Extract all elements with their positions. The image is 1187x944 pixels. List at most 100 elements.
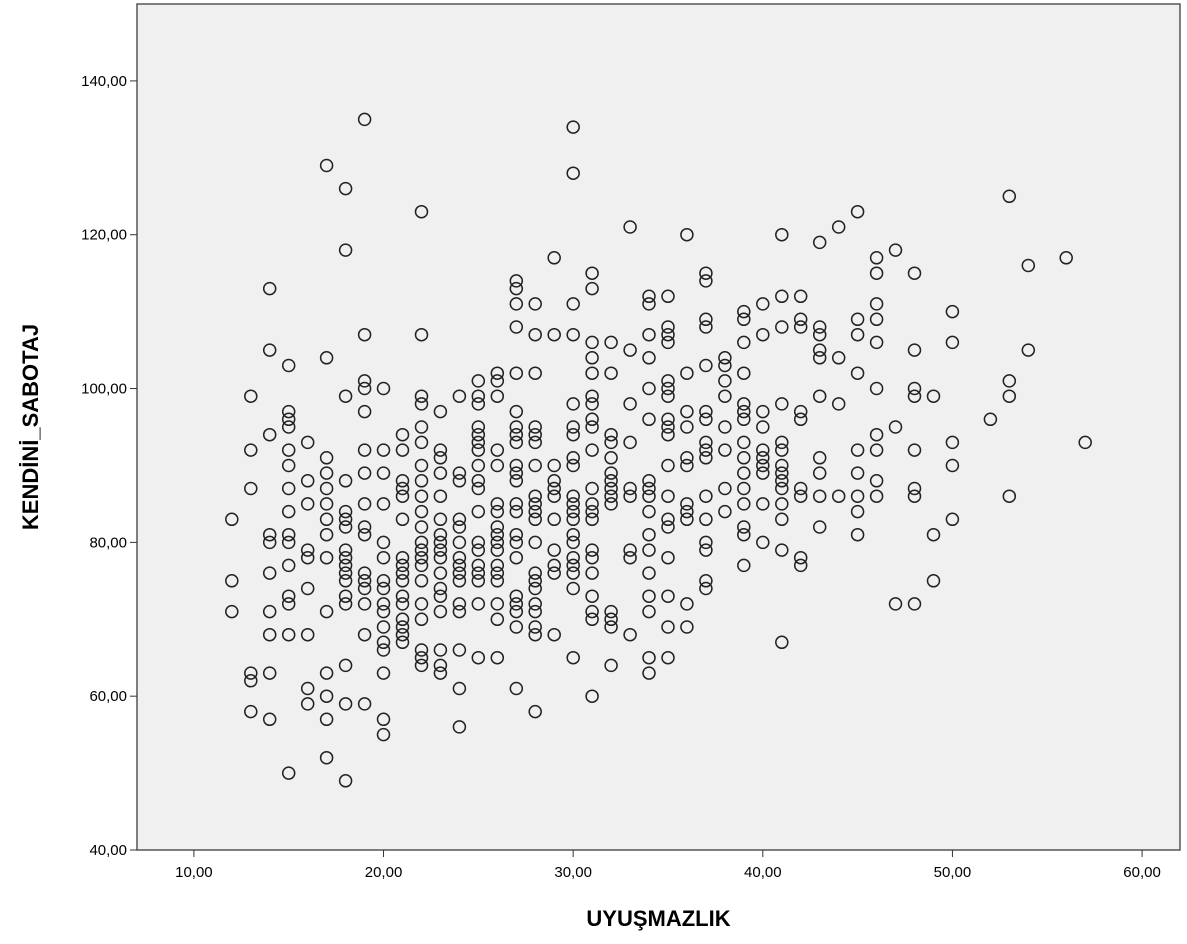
x-tick-label: 60,00 (1123, 864, 1161, 881)
data-point (907, 343, 922, 357)
data-point (319, 451, 334, 465)
data-point (509, 550, 524, 565)
data-point (699, 535, 713, 550)
data-point (414, 612, 429, 627)
data-point (509, 535, 524, 550)
data-point (376, 535, 391, 550)
data-point (414, 389, 429, 403)
data-point (812, 343, 827, 357)
data-point (547, 251, 561, 265)
data-point (642, 527, 656, 542)
data-point (452, 597, 467, 611)
data-point (680, 227, 694, 242)
data-point (490, 458, 505, 473)
data-point (850, 366, 865, 380)
data-point (357, 527, 372, 542)
data-point (812, 327, 827, 342)
data-point (300, 550, 315, 565)
data-point (528, 581, 542, 596)
data-point (528, 427, 542, 442)
data-point (395, 512, 410, 527)
data-point (926, 389, 941, 403)
data-point (945, 435, 960, 450)
data-point (357, 566, 372, 580)
data-point (756, 443, 770, 457)
data-point (338, 243, 353, 257)
data-point (281, 527, 296, 542)
data-point (225, 604, 239, 619)
data-point (775, 289, 789, 304)
data-point (737, 435, 751, 450)
data-point (1002, 489, 1017, 503)
data-point (376, 643, 391, 657)
data-point (812, 320, 827, 334)
data-point (642, 566, 656, 580)
data-point (793, 489, 808, 503)
data-point (604, 612, 618, 627)
data-point (661, 289, 675, 304)
data-point (737, 558, 751, 573)
data-point (433, 666, 448, 680)
data-point (623, 550, 637, 565)
data-point (642, 289, 656, 304)
data-point (528, 435, 542, 450)
data-point (471, 650, 486, 665)
data-point (376, 550, 391, 565)
data-point (604, 335, 618, 350)
data-point (661, 650, 675, 665)
data-point (338, 558, 353, 573)
data-point (566, 497, 580, 511)
data-point (775, 543, 789, 557)
data-point (319, 512, 334, 527)
data-point (433, 643, 448, 657)
data-point (812, 389, 827, 403)
data-point (357, 443, 372, 457)
data-point (357, 381, 372, 396)
data-point (244, 674, 258, 688)
data-point (737, 527, 751, 542)
data-point (642, 666, 656, 680)
data-point (376, 635, 391, 650)
data-point (433, 512, 448, 527)
data-point (585, 420, 599, 434)
data-point (319, 750, 334, 765)
data-point (490, 558, 505, 573)
data-point (699, 312, 713, 327)
data-point (793, 404, 808, 419)
data-point (585, 512, 599, 527)
x-axis-title: UYUŞMAZLIK (586, 906, 730, 931)
data-point (566, 650, 580, 665)
data-point (395, 627, 410, 642)
data-point (547, 543, 561, 557)
data-point (357, 581, 372, 596)
data-point (262, 343, 277, 357)
data-point (300, 697, 315, 711)
data-point (490, 527, 505, 542)
data-point (244, 481, 258, 496)
data-point (414, 520, 429, 534)
data-point (471, 504, 486, 519)
data-point (812, 451, 827, 465)
data-point (585, 497, 599, 511)
data-point (699, 512, 713, 527)
data-point (718, 374, 732, 388)
data-point (775, 458, 789, 473)
data-point (661, 327, 675, 342)
data-point (262, 666, 277, 680)
data-point (566, 558, 580, 573)
data-point (718, 443, 732, 457)
data-point (718, 481, 732, 496)
data-point (357, 697, 372, 711)
data-point (281, 597, 296, 611)
data-point (433, 550, 448, 565)
data-point (566, 550, 580, 565)
data-point (1002, 389, 1017, 403)
data-point (756, 297, 770, 311)
data-point (775, 512, 789, 527)
data-point (737, 312, 751, 327)
data-point (452, 535, 467, 550)
data-point (585, 604, 599, 619)
data-point (225, 574, 239, 588)
data-point (452, 512, 467, 527)
data-point (509, 366, 524, 380)
